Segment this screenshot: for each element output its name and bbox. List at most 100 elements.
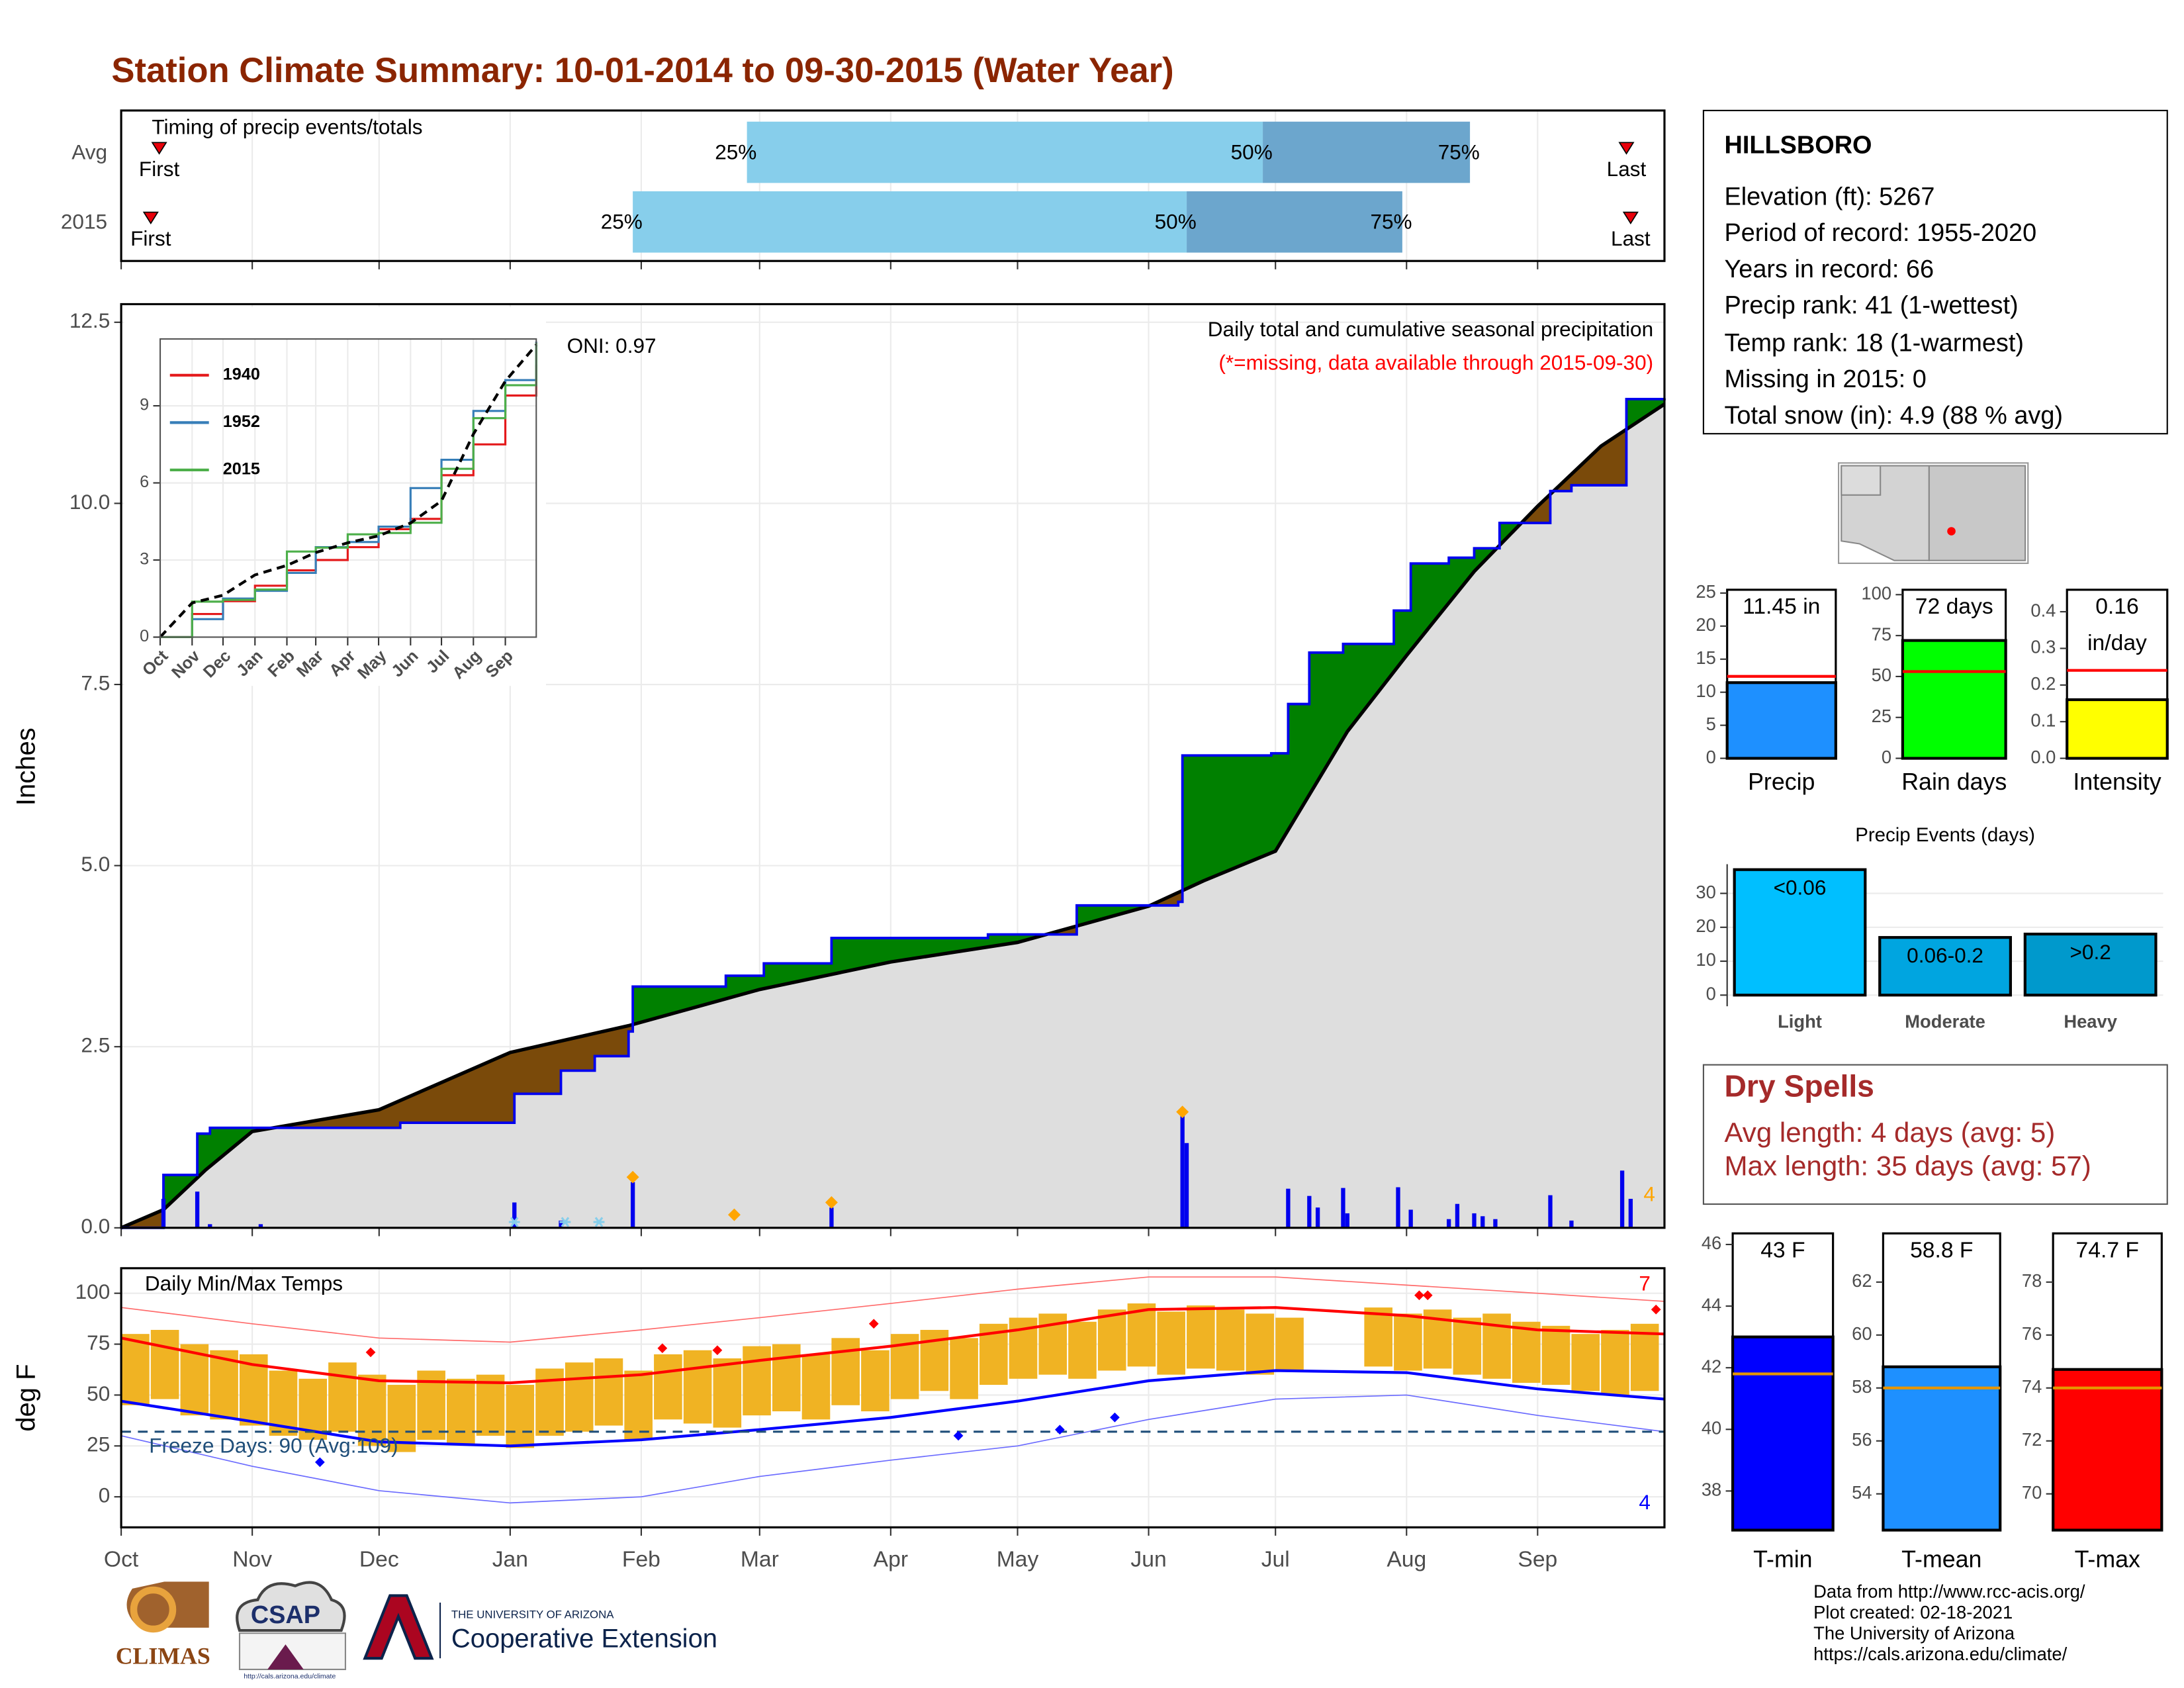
y-tick-label: 2.5 bbox=[81, 1033, 110, 1057]
temp-bar bbox=[1512, 1321, 1541, 1383]
legend-label: 2015 bbox=[223, 460, 260, 479]
quartile-label: 25% bbox=[715, 140, 756, 164]
daily-bar bbox=[630, 1182, 635, 1228]
temp-bar bbox=[831, 1338, 860, 1405]
x-tick-label: Dec bbox=[359, 1548, 399, 1572]
temp-bar bbox=[1246, 1313, 1275, 1375]
x-tick-label: Oct bbox=[104, 1548, 139, 1572]
row-label: 2015 bbox=[61, 210, 107, 234]
y-tick-label: 25 bbox=[1872, 706, 1891, 726]
inset-background bbox=[124, 306, 547, 686]
logo-shape bbox=[236, 1581, 346, 1632]
station-line: Total snow (in): 4.9 (88 % avg) bbox=[1724, 402, 2063, 430]
y-tick-label: 6 bbox=[140, 473, 149, 491]
normal-area bbox=[121, 404, 1664, 1228]
y-tick-label: 46 bbox=[1702, 1233, 1721, 1253]
summary-bar bbox=[1882, 1365, 2002, 1532]
dry-spells-box bbox=[1702, 1064, 2168, 1205]
row-label: Avg bbox=[71, 140, 107, 164]
station-line: Period of record: 1955-2020 bbox=[1724, 219, 2036, 247]
snow-count: 4 bbox=[1643, 1182, 1655, 1206]
y-tick-label: 20 bbox=[1696, 915, 1715, 936]
footer-line: Data from http://www.rcc-acis.org/ bbox=[1813, 1581, 2085, 1601]
temp-bar bbox=[1275, 1317, 1304, 1371]
daily-bar bbox=[1180, 1115, 1185, 1228]
daily-bar bbox=[1315, 1207, 1320, 1228]
value-label: in/day bbox=[2087, 631, 2147, 655]
plot-border bbox=[120, 109, 1666, 262]
panel-label: T-mean bbox=[1901, 1546, 1981, 1572]
record-max-line bbox=[120, 1276, 1665, 1343]
daily-bar bbox=[1408, 1209, 1413, 1228]
temp-bar bbox=[1601, 1330, 1629, 1395]
daily-bar bbox=[161, 1199, 166, 1228]
y-tick-label: 10 bbox=[1696, 680, 1715, 701]
y-tick-label: 0 bbox=[1706, 747, 1716, 767]
temp-bar bbox=[1453, 1317, 1482, 1375]
freeze-label: Freeze Days: 90 (Avg:109) bbox=[149, 1433, 398, 1457]
record-marker bbox=[1414, 1290, 1424, 1301]
station-line: Years in record: 66 bbox=[1724, 256, 1934, 283]
value-label: 0.16 bbox=[2095, 594, 2139, 619]
last-label: Last bbox=[1607, 157, 1647, 181]
panel-label: Intensity bbox=[2073, 769, 2161, 795]
logo-shape bbox=[238, 1632, 346, 1671]
y-tick-label: 10.0 bbox=[69, 490, 110, 514]
event-marker bbox=[1622, 211, 1639, 224]
trace-marker bbox=[508, 1217, 520, 1227]
record-marker bbox=[1110, 1412, 1120, 1423]
y-tick-label: 0 bbox=[1706, 983, 1716, 1004]
quartile-label: 75% bbox=[1438, 140, 1480, 164]
first-label: First bbox=[139, 157, 180, 181]
event-marker bbox=[151, 142, 167, 155]
quartile-label: 50% bbox=[1155, 210, 1197, 234]
event-marker bbox=[1618, 142, 1635, 155]
record-marker bbox=[868, 1319, 879, 1329]
record-marker bbox=[953, 1430, 964, 1441]
y-tick-label: 54 bbox=[1852, 1482, 1872, 1503]
y-tick-label: 56 bbox=[1852, 1429, 1872, 1450]
y-tick-label: 40 bbox=[1702, 1418, 1721, 1438]
normal-line bbox=[120, 402, 1666, 1230]
summary-bar bbox=[1725, 681, 1837, 760]
snow-marker bbox=[1176, 1105, 1189, 1119]
logo-text: CLIMAS bbox=[116, 1642, 210, 1669]
temp-bar bbox=[654, 1354, 682, 1420]
y-tick-label: 62 bbox=[1852, 1270, 1872, 1291]
quartile-bar bbox=[747, 121, 1263, 183]
bin-label: <0.06 bbox=[1774, 876, 1827, 900]
temp-bar bbox=[1394, 1313, 1422, 1371]
temp-bar bbox=[121, 1334, 150, 1405]
daily-bar bbox=[1396, 1187, 1400, 1228]
logo-shape bbox=[363, 1594, 434, 1660]
y-tick-label: 9 bbox=[140, 396, 149, 414]
daily-bar bbox=[208, 1224, 212, 1228]
y-tick-label: 78 bbox=[2022, 1270, 2042, 1291]
x-tick-label: Sep bbox=[1518, 1548, 1557, 1572]
y-tick-label: 58 bbox=[1852, 1376, 1872, 1397]
logo-url: http://cals.arizona.edu/climate bbox=[244, 1672, 336, 1680]
station-line: Precip rank: 41 (1-wettest) bbox=[1724, 292, 2018, 320]
bin-label: >0.2 bbox=[2070, 940, 2111, 964]
temp-bar bbox=[1541, 1325, 1570, 1385]
legend-label: 1952 bbox=[223, 412, 260, 431]
y-tick-label: 30 bbox=[1696, 882, 1715, 902]
daily-bar bbox=[1286, 1188, 1291, 1228]
y-tick-label: 100 bbox=[75, 1280, 111, 1303]
logo-shape bbox=[267, 1644, 304, 1669]
station-name: HILLSBORO bbox=[1724, 132, 1872, 160]
temp-bar bbox=[861, 1350, 889, 1412]
footer-line: Plot created: 02-18-2021 bbox=[1813, 1602, 2013, 1622]
y-tick-label: 50 bbox=[1872, 665, 1891, 685]
record-marker bbox=[315, 1457, 325, 1468]
temp-bar bbox=[772, 1344, 801, 1412]
station-line: Elevation (ft): 5267 bbox=[1724, 183, 1934, 211]
snow-marker bbox=[825, 1196, 838, 1209]
y-tick-label: 15 bbox=[1696, 647, 1715, 668]
cumulative-line bbox=[121, 397, 1666, 1229]
daily-bar bbox=[829, 1207, 834, 1228]
event-marker bbox=[142, 211, 159, 224]
temp-bar bbox=[1097, 1309, 1126, 1371]
daily-bar bbox=[1493, 1219, 1498, 1228]
daily-bar bbox=[1480, 1216, 1485, 1228]
